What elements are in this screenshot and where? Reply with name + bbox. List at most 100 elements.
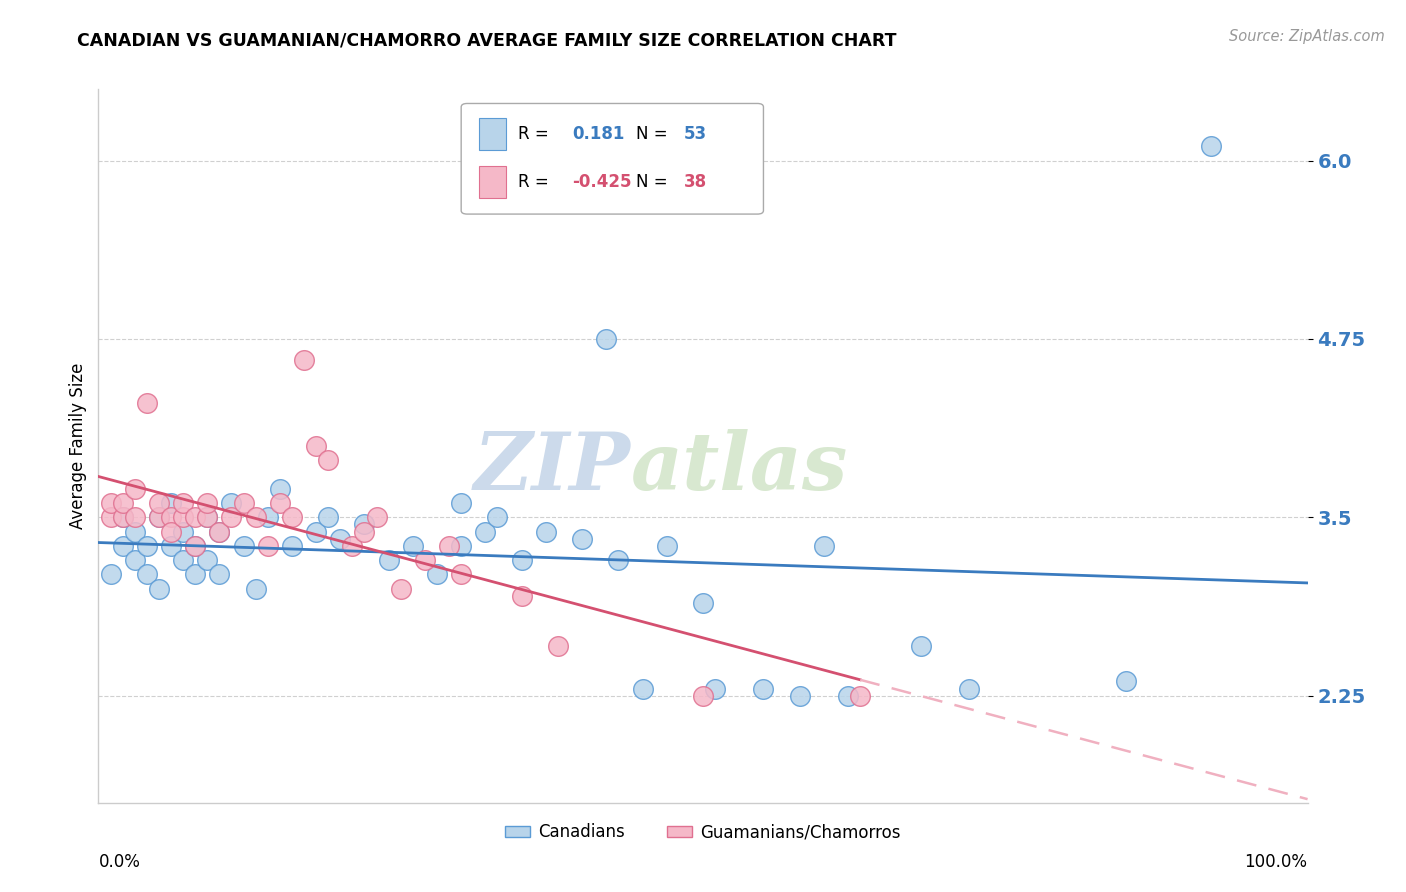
Point (510, 553, 533, 567)
Point (957, 681, 980, 696)
Point (160, 496, 183, 510)
Point (849, 689, 872, 703)
Point (281, 510, 304, 524)
Point (450, 567, 472, 582)
Point (208, 567, 231, 582)
Point (232, 496, 254, 510)
Text: ZIP: ZIP (474, 429, 630, 506)
Point (208, 524, 231, 539)
Point (607, 553, 630, 567)
Point (704, 681, 727, 696)
Text: atlas: atlas (630, 429, 848, 506)
Point (124, 524, 146, 539)
Point (184, 539, 207, 553)
Point (1199, 139, 1222, 153)
Point (426, 567, 449, 582)
Point (148, 510, 170, 524)
Point (450, 496, 472, 510)
Point (402, 539, 425, 553)
Text: -0.425: -0.425 (572, 173, 631, 191)
Point (148, 582, 170, 596)
Point (160, 539, 183, 553)
Point (221, 510, 243, 524)
Text: Source: ZipAtlas.com: Source: ZipAtlas.com (1229, 29, 1385, 44)
Point (316, 510, 339, 524)
Point (534, 524, 557, 539)
Point (100, 567, 122, 582)
Point (353, 524, 375, 539)
Point (269, 496, 291, 510)
Point (486, 510, 509, 524)
Point (316, 453, 339, 467)
Point (184, 510, 207, 524)
Point (124, 482, 146, 496)
Point (111, 496, 134, 510)
Point (124, 553, 146, 567)
Point (474, 524, 496, 539)
Point (305, 439, 328, 453)
Point (389, 582, 412, 596)
Point (305, 524, 328, 539)
Legend: Canadians, Guamanians/Chamorros: Canadians, Guamanians/Chamorros (499, 817, 907, 848)
Bar (479, 166, 506, 198)
Point (353, 517, 375, 532)
Point (256, 539, 278, 553)
Point (208, 524, 231, 539)
FancyBboxPatch shape (461, 103, 763, 214)
Point (111, 510, 134, 524)
Point (595, 332, 617, 346)
Text: R =: R = (517, 126, 560, 144)
Point (148, 496, 170, 510)
Point (148, 510, 170, 524)
Point (292, 353, 315, 368)
Point (195, 553, 218, 567)
Point (232, 539, 254, 553)
Text: R =: R = (517, 173, 554, 191)
Y-axis label: Average Family Size: Average Family Size (69, 363, 87, 529)
Point (910, 639, 932, 653)
Text: 0.181: 0.181 (572, 126, 624, 144)
Point (135, 567, 157, 582)
Point (135, 539, 157, 553)
Point (342, 539, 364, 553)
Point (172, 553, 194, 567)
Point (245, 582, 267, 596)
Point (221, 496, 243, 510)
Point (813, 539, 835, 553)
Point (100, 510, 122, 524)
Point (789, 689, 811, 703)
Text: 53: 53 (683, 126, 707, 144)
Text: 38: 38 (683, 173, 707, 191)
Point (184, 567, 207, 582)
Point (195, 510, 218, 524)
Point (655, 539, 678, 553)
Point (111, 510, 134, 524)
Text: 100.0%: 100.0% (1244, 853, 1308, 871)
Point (172, 510, 194, 524)
Point (377, 553, 399, 567)
Point (245, 510, 267, 524)
Point (281, 539, 304, 553)
Point (160, 510, 183, 524)
Point (160, 524, 183, 539)
Text: N =: N = (637, 126, 668, 144)
Point (195, 510, 218, 524)
Point (752, 681, 775, 696)
Point (256, 510, 278, 524)
Point (329, 532, 352, 546)
Point (366, 510, 388, 524)
Point (631, 681, 654, 696)
Point (547, 639, 569, 653)
Point (837, 689, 859, 703)
Point (195, 496, 218, 510)
Point (172, 496, 194, 510)
Point (135, 396, 157, 410)
Text: CANADIAN VS GUAMANIAN/CHAMORRO AVERAGE FAMILY SIZE CORRELATION CHART: CANADIAN VS GUAMANIAN/CHAMORRO AVERAGE F… (77, 31, 897, 49)
Point (111, 539, 134, 553)
Point (413, 553, 436, 567)
Point (124, 510, 146, 524)
Bar (479, 119, 506, 151)
Point (692, 596, 714, 610)
Point (437, 539, 460, 553)
Text: 0.0%: 0.0% (98, 853, 141, 871)
